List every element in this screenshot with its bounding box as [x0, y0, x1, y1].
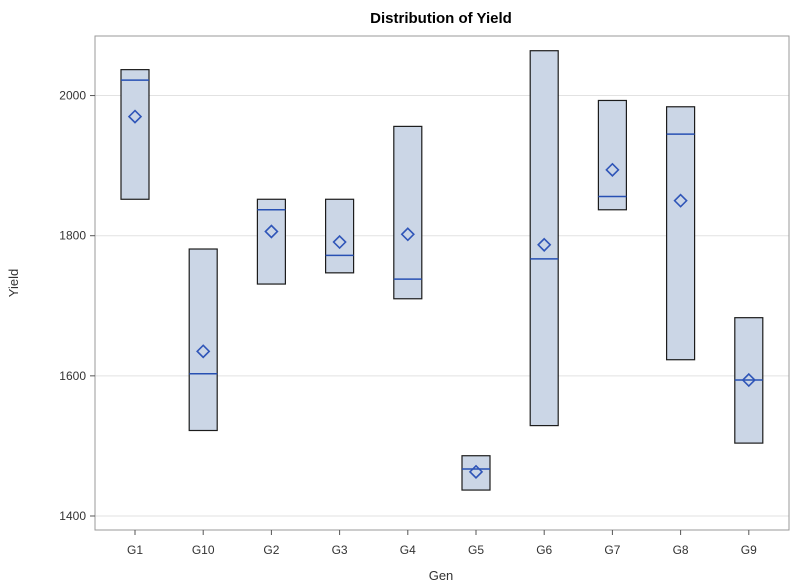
y-axis: 1400 1600 1800 2000 — [59, 89, 95, 523]
mean-marker-G4 — [400, 227, 415, 242]
x-tick-label: G5 — [468, 543, 484, 557]
box-G8 — [665, 106, 696, 361]
y-tick-label: 1800 — [59, 229, 86, 243]
x-tick-label: G3 — [332, 543, 348, 557]
y-tick-label: 1600 — [59, 369, 86, 383]
box-G4 — [393, 125, 423, 300]
mean-marker-G10 — [196, 344, 211, 359]
x-tick-label: G1 — [127, 543, 143, 557]
y-axis-label: Yield — [6, 269, 21, 297]
y-tick-label: 1400 — [59, 509, 86, 523]
chart-title: Distribution of Yield — [370, 10, 512, 27]
y-tick-label: 2000 — [59, 89, 86, 103]
mean-marker-G9 — [741, 372, 756, 388]
box-G7 — [597, 99, 628, 211]
x-tick-label: G2 — [263, 543, 279, 557]
x-tick-label: G8 — [673, 543, 689, 557]
x-tick-label: G7 — [604, 543, 620, 557]
mean-marker-G6 — [537, 237, 552, 252]
mean-marker-G8 — [673, 193, 688, 208]
box-G1 — [120, 69, 150, 200]
mean-marker-G5 — [468, 464, 484, 479]
x-axis-label: Gen — [429, 568, 454, 583]
plot-frame — [94, 35, 790, 531]
mean-marker-G7 — [605, 162, 620, 177]
mean-marker-G2 — [264, 224, 279, 239]
mean-marker-G3 — [332, 234, 347, 250]
mean-marker-G1 — [127, 109, 143, 124]
box-G5 — [461, 455, 491, 491]
x-axis: G1 G10 G2 G3 G4 G5 G6 G7 G8 G9 — [127, 530, 757, 557]
box-G10 — [188, 248, 218, 432]
box-layer — [120, 50, 764, 491]
x-tick-label: G6 — [536, 543, 552, 557]
x-tick-label: G10 — [192, 543, 215, 557]
box-G2 — [256, 198, 286, 285]
x-tick-label: G4 — [400, 543, 416, 557]
x-tick-label: G9 — [741, 543, 757, 557]
